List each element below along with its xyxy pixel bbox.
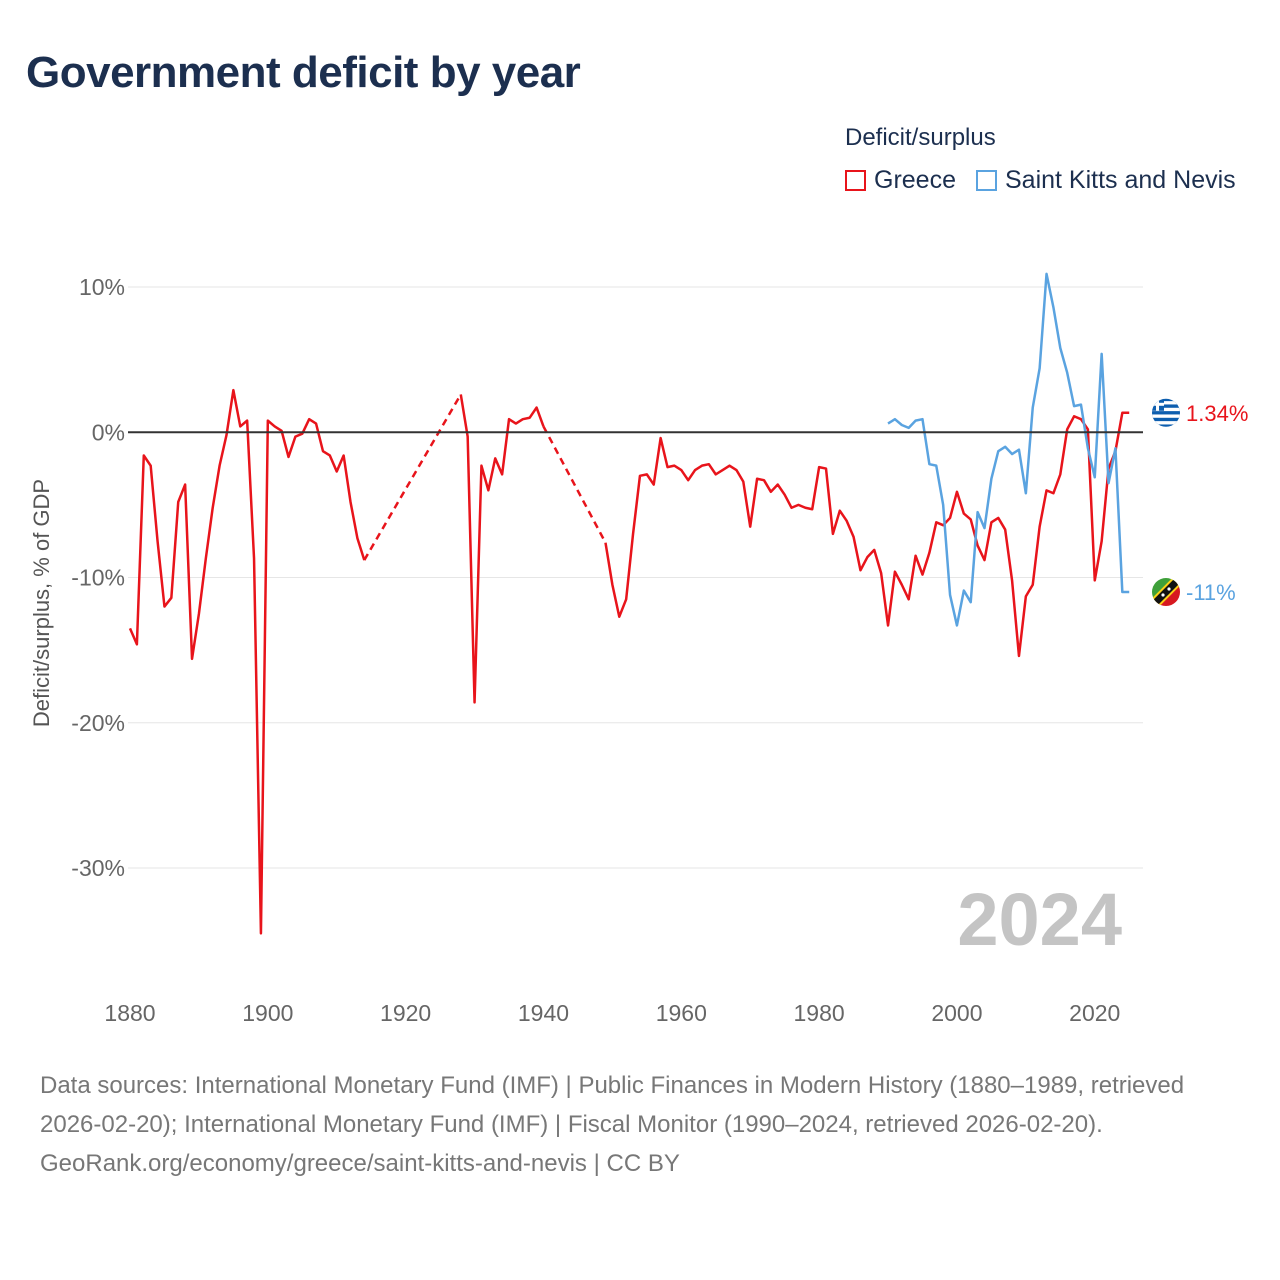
footer: Data sources: International Monetary Fun… [40, 1066, 1240, 1183]
series-line-greece [459, 394, 545, 704]
legend-item-greece[interactable]: Greece [845, 166, 956, 195]
gridlines [128, 286, 1143, 869]
legend-swatch-saint-kitts-and-nevis [975, 170, 997, 191]
end-labels: 1.34% -11% [1152, 398, 1248, 607]
greece-flag-icon [1152, 398, 1180, 427]
y-tick-label: -20% [71, 710, 125, 736]
y-tick-label: -10% [71, 565, 125, 591]
series-line-greece [604, 411, 1130, 658]
y-tick-label: 10% [79, 274, 125, 300]
x-tick-label: 2000 [931, 1000, 982, 1026]
credit-link[interactable]: GeoRank.org/economy/greece/saint-kitts-a… [40, 1150, 680, 1177]
series-gap-greece [363, 393, 462, 561]
year-stamp: 2024 [957, 878, 1122, 961]
end-label-greece: 1.34% [1186, 401, 1248, 426]
chart-title: Government deficit by year [26, 48, 581, 97]
series-line-greece [128, 388, 366, 935]
x-tick-label: 1980 [794, 1000, 845, 1026]
legend-label-saint-kitts-and-nevis: Saint Kitts and Nevis [1004, 166, 1236, 194]
saint-kitts-and-nevis-flag-icon [1152, 578, 1180, 607]
legend-title: Deficit/surplus [845, 124, 996, 151]
legend-label-greece: Greece [874, 166, 956, 194]
series-line-saint-kitts-and-nevis [887, 272, 1130, 627]
x-tick-label: 1900 [242, 1000, 293, 1026]
x-tick-label: 1920 [380, 1000, 431, 1026]
x-tick-label: 1880 [104, 1000, 155, 1026]
series-saint-kitts-and-nevis [887, 272, 1130, 627]
x-axis-ticks: 1880 1900 1920 1940 1960 1980 2000 2020 [104, 1000, 1120, 1026]
end-label-saint-kitts-and-nevis: -11% [1186, 580, 1236, 605]
y-axis-ticks: 10% 0% -10% -20% -30% [71, 274, 125, 881]
line-chart: 10% 0% -10% -20% -30% 1880 1900 1920 1940 1960 19… [71, 272, 1248, 1026]
x-tick-label: 2020 [1069, 1000, 1120, 1026]
series-greece [128, 388, 1130, 935]
legend-item-saint-kitts-and-nevis[interactable]: Saint Kitts and Nevis [975, 166, 1236, 195]
x-tick-label: 1960 [656, 1000, 707, 1026]
series-gap-greece [542, 425, 607, 544]
y-tick-label: -30% [71, 855, 125, 881]
legend: Greece Saint Kitts and Nevis [845, 166, 1236, 195]
data-sources-text: Data sources: International Monetary Fun… [40, 1072, 1185, 1138]
x-tick-label: 1940 [518, 1000, 569, 1026]
y-tick-label: 0% [92, 419, 125, 445]
series-lines [128, 272, 1130, 935]
legend-swatch-greece [845, 170, 866, 191]
